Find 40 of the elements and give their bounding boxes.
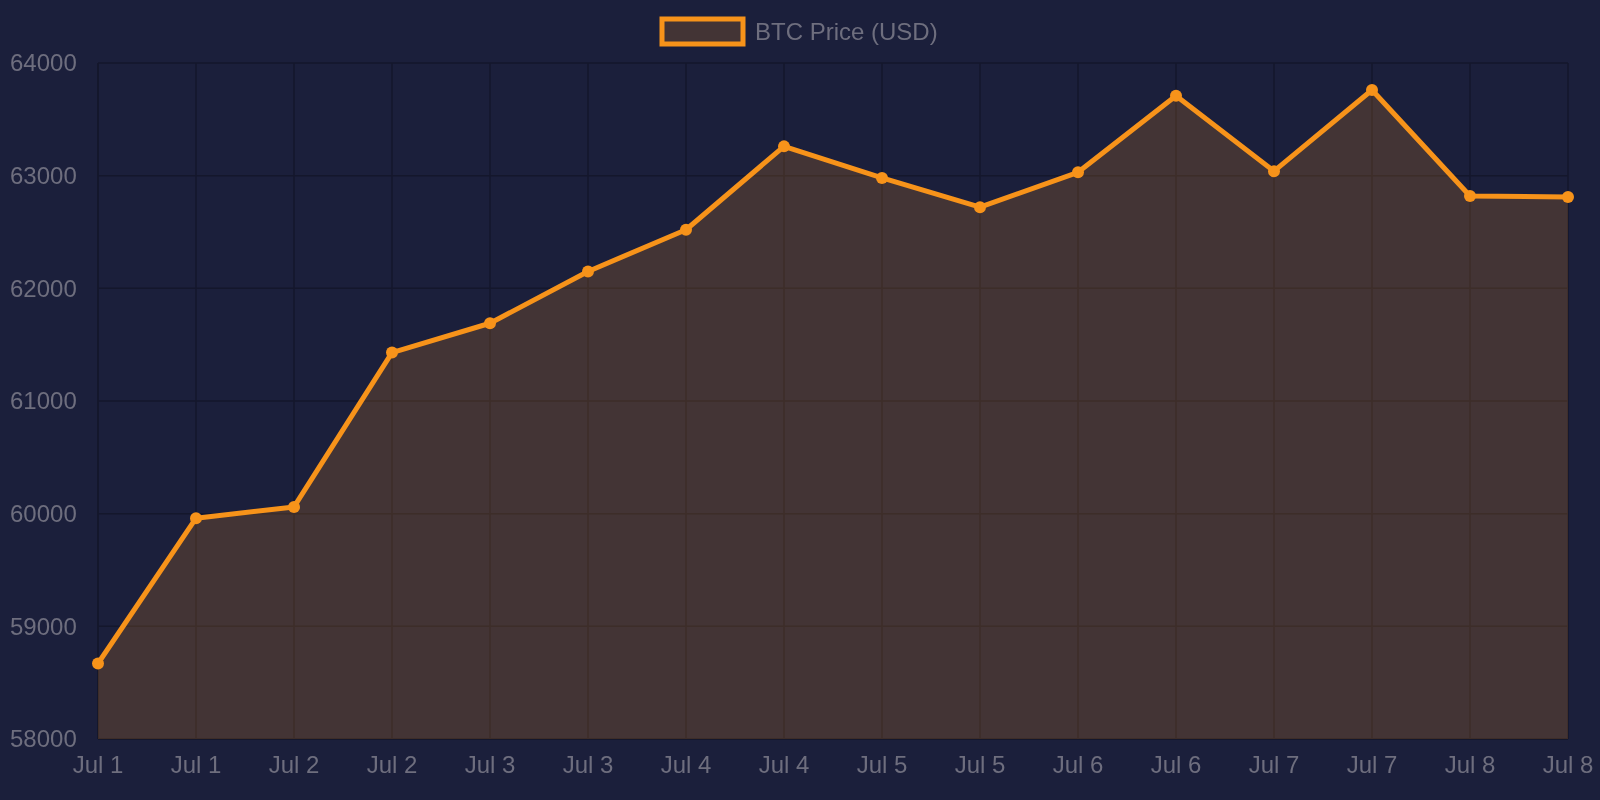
x-tick-label: Jul 8 bbox=[1542, 751, 1594, 778]
point bbox=[386, 346, 398, 359]
y-tick-label: 62000 bbox=[10, 274, 77, 302]
point bbox=[680, 223, 692, 236]
x-tick-label: Jul 4 bbox=[660, 751, 712, 778]
legend-label: BTC Price (USD) bbox=[755, 18, 938, 46]
point bbox=[1366, 84, 1378, 97]
point bbox=[974, 201, 986, 214]
point bbox=[288, 500, 300, 513]
x-tick-label: Jul 7 bbox=[1346, 751, 1398, 778]
x-tick-label: Jul 8 bbox=[1444, 751, 1496, 778]
point bbox=[1170, 89, 1182, 102]
y-tick-label: 59000 bbox=[10, 612, 77, 640]
y-tick-label: 58000 bbox=[10, 725, 77, 753]
x-tick-label: Jul 2 bbox=[366, 751, 418, 778]
x-tick-label: Jul 5 bbox=[856, 751, 908, 778]
x-tick-label: Jul 6 bbox=[1150, 751, 1202, 778]
point bbox=[484, 317, 496, 330]
y-tick-label: 60000 bbox=[10, 500, 77, 528]
x-tick-label: Jul 1 bbox=[170, 751, 222, 778]
y-tick-label: 64000 bbox=[10, 49, 77, 77]
point bbox=[876, 171, 888, 184]
point bbox=[190, 512, 202, 525]
point bbox=[92, 657, 104, 670]
point bbox=[1072, 166, 1084, 179]
x-tick-label: Jul 4 bbox=[758, 751, 810, 778]
x-tick-label: Jul 1 bbox=[72, 751, 124, 778]
x-tick-label: Jul 2 bbox=[268, 751, 320, 778]
x-tick-label: Jul 3 bbox=[562, 751, 614, 778]
x-tick-label: Jul 7 bbox=[1248, 751, 1300, 778]
x-tick-label: Jul 5 bbox=[954, 751, 1006, 778]
x-tick-label: Jul 6 bbox=[1052, 751, 1104, 778]
point bbox=[1464, 189, 1476, 202]
y-tick-label: 61000 bbox=[10, 387, 77, 415]
point bbox=[582, 265, 594, 278]
y-tick-label: 63000 bbox=[10, 162, 77, 190]
x-tick-label: Jul 3 bbox=[464, 751, 516, 778]
point bbox=[1268, 165, 1280, 178]
point bbox=[1562, 191, 1574, 204]
point bbox=[778, 140, 790, 153]
